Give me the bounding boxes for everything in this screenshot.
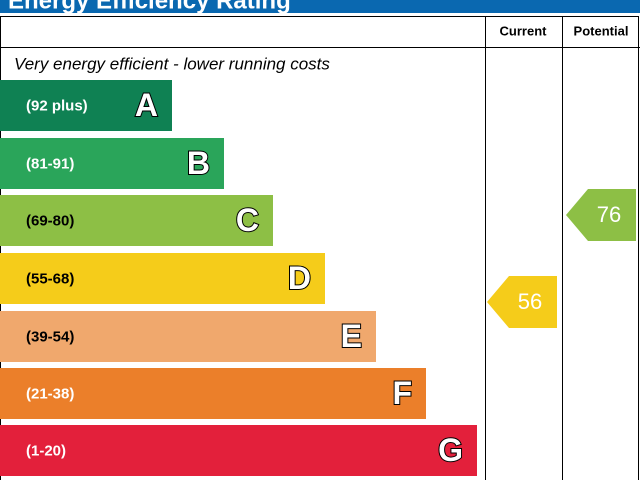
band-letter: F [392,375,412,411]
column-header: Potential [574,23,629,38]
band-letter: B [187,145,210,181]
band-letter: G [438,432,463,468]
rating-arrow [566,189,636,241]
band-range: (92 plus) [26,97,88,114]
column-header: Current [500,23,548,38]
band-bar [0,311,376,362]
rating-arrow [487,276,557,328]
top-note: Very energy efficient - lower running co… [14,54,330,73]
band-range: (55-68) [26,270,74,287]
rating-value: 56 [518,289,542,314]
band-range: (39-54) [26,328,74,345]
band-letter: C [236,202,259,238]
rating-value: 76 [597,202,621,227]
band-range: (81-91) [26,155,74,172]
band-letter: D [288,260,311,296]
band-range: (1-20) [26,442,66,459]
band-letter: A [135,87,158,123]
band-bar [0,80,172,131]
band-range: (69-80) [26,212,74,229]
band-range: (21-38) [26,385,74,402]
header-bar [0,0,640,13]
band-letter: E [341,318,362,354]
band-bar [0,138,224,189]
band-bar [0,253,325,304]
band-bar [0,195,273,246]
band-bar [0,425,477,476]
header-title: Energy Efficiency Rating [8,0,291,14]
band-bar [0,368,426,419]
